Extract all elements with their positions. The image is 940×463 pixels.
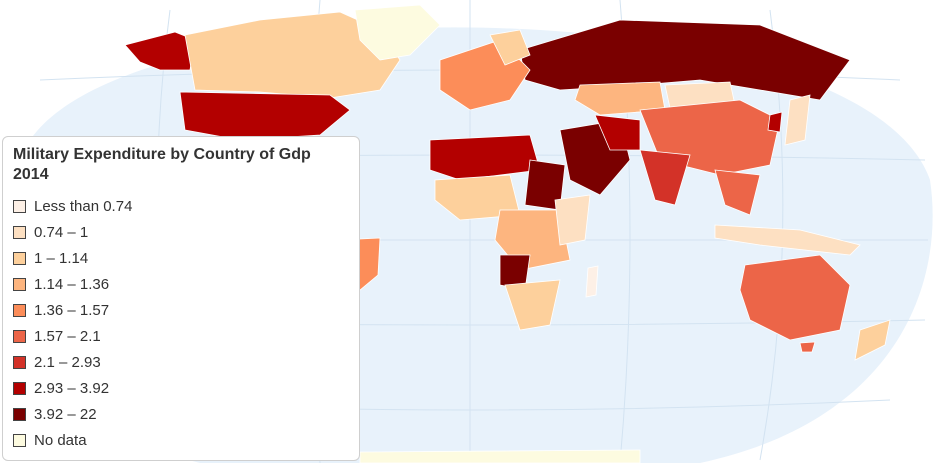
legend-label: 1.57 – 2.1 [34, 327, 101, 345]
country-kazakhstan[interactable] [574, 81, 666, 116]
legend-item[interactable]: 2.1 – 2.93 [13, 349, 349, 375]
legend-swatch [13, 381, 26, 395]
country-indonesia[interactable] [714, 224, 861, 256]
legend-label: No data [34, 431, 87, 449]
country-antarctica[interactable] [359, 449, 641, 463]
country-korea[interactable] [767, 111, 783, 133]
legend-swatch [13, 407, 26, 421]
legend-item[interactable]: Less than 0.74 [13, 193, 349, 219]
country-russia[interactable] [519, 19, 851, 101]
legend-items: Less than 0.74 0.74 – 1 1 – 1.14 1.14 – 1.3… [13, 193, 349, 453]
country-east-africa[interactable] [554, 194, 591, 246]
country-australia[interactable] [739, 254, 851, 341]
country-west-africa[interactable] [434, 174, 521, 221]
legend-item[interactable]: No data [13, 427, 349, 453]
legend-title: Military Expenditure by Country of Gdp 2… [13, 146, 311, 183]
country-iran[interactable] [594, 114, 641, 151]
legend-label: 3.92 – 22 [34, 405, 97, 423]
legend-swatch [13, 433, 26, 447]
legend-item[interactable]: 1.36 – 1.57 [13, 297, 349, 323]
map-legend: Military Expenditure by Country of Gdp 2… [2, 136, 360, 461]
country-tasmania[interactable] [799, 341, 816, 353]
legend-item[interactable]: 0.74 – 1 [13, 219, 349, 245]
legend-swatch [13, 355, 26, 369]
legend-label: Less than 0.74 [34, 197, 133, 215]
country-greenland[interactable] [354, 4, 441, 61]
legend-swatch [13, 277, 26, 291]
legend-label: 1.36 – 1.57 [34, 301, 110, 319]
country-southeast-asia[interactable] [714, 169, 761, 216]
country-madagascar[interactable] [585, 265, 599, 298]
legend-swatch [13, 199, 26, 213]
legend-swatch [13, 329, 26, 343]
legend-label: 1.14 – 1.36 [34, 275, 110, 293]
country-alaska[interactable] [124, 31, 196, 71]
legend-item[interactable]: 1.57 – 2.1 [13, 323, 349, 349]
country-southern-africa[interactable] [504, 279, 561, 331]
country-new-zealand[interactable] [854, 319, 891, 361]
country-scandinavia[interactable] [489, 29, 531, 66]
legend-item[interactable]: 2.93 – 3.92 [13, 375, 349, 401]
legend-item[interactable]: 1 – 1.14 [13, 245, 349, 271]
country-canada[interactable] [184, 11, 401, 99]
legend-item[interactable]: 1.14 – 1.36 [13, 271, 349, 297]
legend-label: 0.74 – 1 [34, 223, 89, 241]
country-india[interactable] [639, 149, 691, 206]
country-north-africa[interactable] [429, 134, 541, 181]
legend-label: 2.93 – 3.92 [34, 379, 110, 397]
country-japan[interactable] [784, 94, 811, 146]
legend-swatch [13, 303, 26, 317]
legend-label: 1 – 1.14 [34, 249, 89, 267]
legend-label: 2.1 – 2.93 [34, 353, 101, 371]
legend-item[interactable]: 3.92 – 22 [13, 401, 349, 427]
legend-swatch [13, 225, 26, 239]
legend-swatch [13, 251, 26, 265]
country-usa[interactable] [179, 91, 351, 141]
